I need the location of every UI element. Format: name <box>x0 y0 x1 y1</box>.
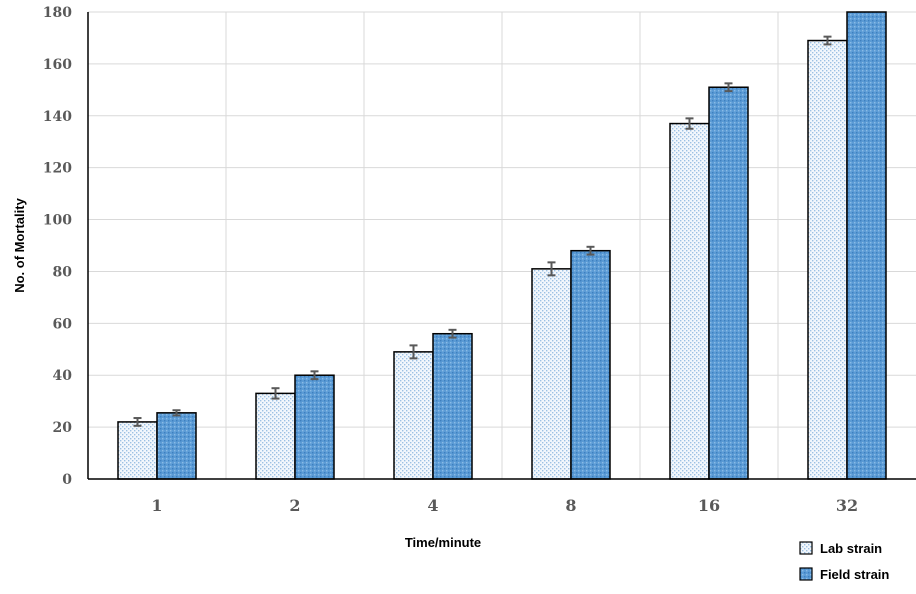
bar-field-strain <box>708 86 749 480</box>
y-tick-label: 80 <box>53 264 73 280</box>
bar-field-strain <box>846 11 887 480</box>
legend-swatch-field-strain <box>799 567 813 581</box>
x-tick-label: 4 <box>427 496 438 515</box>
y-tick-labels: 0 20 40 60 80 100 120 140 160 180 <box>43 5 72 488</box>
legend-label-field-strain: Field strain <box>820 567 889 582</box>
y-tick-label: 140 <box>43 109 72 125</box>
error-bars <box>133 35 832 427</box>
bar-lab-strain <box>807 39 848 480</box>
x-tick-label: 1 <box>151 496 162 515</box>
bar-lab-strain <box>117 421 158 480</box>
bar-lab-strain <box>393 351 434 480</box>
y-tick-label: 120 <box>43 161 72 177</box>
y-tick-label: 20 <box>53 420 73 436</box>
x-tick-labels: 1 2 4 8 16 32 <box>151 496 858 515</box>
x-tick-label: 32 <box>836 496 858 515</box>
bar-field-strain <box>294 374 335 480</box>
y-tick-label: 100 <box>43 213 72 229</box>
y-tick-label: 40 <box>53 368 73 384</box>
legend-swatch-lab-strain <box>799 541 813 555</box>
axes <box>87 12 916 480</box>
bar-lab-strain <box>255 392 296 480</box>
bar-field-strain <box>156 412 197 480</box>
y-tick-label: 0 <box>62 472 72 488</box>
x-tick-label: 8 <box>565 496 576 515</box>
x-tick-label: 2 <box>289 496 300 515</box>
y-tick-label: 160 <box>43 57 72 73</box>
y-tick-label: 180 <box>43 5 72 21</box>
legend-label-lab-strain: Lab strain <box>820 541 882 556</box>
bar-field-strain <box>432 332 473 480</box>
y-axis-label: No. of Mortality <box>12 197 27 292</box>
bars <box>117 11 887 480</box>
bar-field-strain <box>570 249 611 480</box>
bar-lab-strain <box>531 268 572 480</box>
x-tick-label: 16 <box>698 496 720 515</box>
y-tick-label: 60 <box>53 316 73 332</box>
gridlines <box>88 11 916 479</box>
legend: Lab strain Field strain <box>799 541 889 582</box>
bar-lab-strain <box>669 122 710 480</box>
x-axis-label: Time/minute <box>405 535 481 550</box>
